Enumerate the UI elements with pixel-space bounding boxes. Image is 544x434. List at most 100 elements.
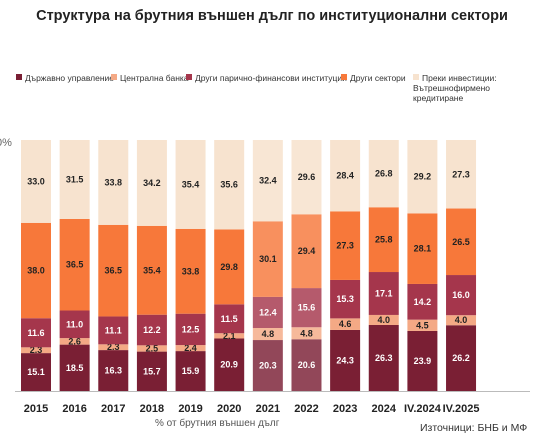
- data-label-3-2021: 30.1: [259, 254, 277, 264]
- bar-segment-1-2017: [98, 344, 129, 351]
- bar-segment-0-2020: [214, 338, 245, 391]
- bar-segment-4-2020: [214, 140, 245, 230]
- bar-segment-4-2019: [175, 140, 206, 229]
- x-tick-label-2015: 2015: [24, 403, 48, 415]
- bar-segment-0-2015: [21, 353, 51, 391]
- data-label-0-2020: 20.9: [220, 360, 238, 370]
- bar-segment-1-2021: [252, 327, 283, 341]
- x-tick-label-2016: 2016: [62, 403, 86, 415]
- data-label-0-2015: 15.1: [27, 367, 45, 377]
- data-label-1-2022: 4.8: [300, 328, 313, 338]
- data-label-3-2022: 29.4: [298, 246, 316, 256]
- data-label-2-2015: 11.6: [27, 328, 44, 338]
- bar-segment-0-IV.2024: [407, 330, 438, 391]
- data-label-3-IV.2025: 26.5: [452, 237, 470, 247]
- x-tick-label-2020: 2020: [217, 403, 241, 415]
- x-tick-label-IV.2024: IV.2024: [404, 403, 442, 415]
- data-label-0-2019: 15.9: [182, 366, 200, 376]
- bar-segment-2-2020: [214, 304, 245, 334]
- bar-segment-0-2019: [175, 351, 206, 391]
- bar-segment-4-2018: [136, 140, 167, 226]
- data-label-0-2023: 24.3: [336, 355, 354, 365]
- x-tick-label-2018: 2018: [140, 403, 164, 415]
- data-label-0-IV.2024: 23.9: [414, 356, 432, 366]
- data-label-3-2018: 35.4: [143, 265, 161, 275]
- bar-segment-4-IV.2025: [446, 140, 477, 209]
- data-label-2-IV.2024: 14.2: [414, 297, 432, 307]
- data-label-2-2024: 17.1: [375, 288, 393, 298]
- bar-segment-4-2023: [330, 140, 361, 212]
- data-label-2-2019: 12.5: [182, 324, 200, 334]
- data-label-4-2019: 35.4: [182, 179, 200, 189]
- data-label-4-2023: 28.4: [336, 171, 354, 181]
- x-tick-label-2023: 2023: [333, 403, 357, 415]
- bar-segment-0-2022: [291, 339, 322, 391]
- data-label-2-2023: 15.3: [336, 294, 354, 304]
- data-label-2-2018: 12.2: [143, 325, 161, 335]
- data-label-2-2016: 11.0: [66, 319, 83, 329]
- data-label-4-2024: 26.8: [375, 169, 393, 179]
- bar-segment-1-IV.2025: [446, 315, 477, 326]
- data-label-4-2020: 35.6: [220, 180, 238, 190]
- data-label-3-2019: 33.8: [182, 266, 200, 276]
- data-label-3-2016: 36.5: [66, 260, 84, 270]
- bar-segment-3-IV.2025: [446, 208, 477, 276]
- data-label-1-IV.2025: 4.0: [455, 315, 468, 325]
- bar-segment-3-2023: [330, 211, 361, 280]
- legend-item-other-sectors: Други сектори: [341, 73, 406, 83]
- data-label-4-IV.2025: 27.3: [452, 169, 470, 179]
- data-label-2-IV.2025: 16.0: [452, 290, 470, 300]
- data-label-0-2016: 18.5: [66, 363, 84, 373]
- data-label-4-2021: 32.4: [259, 176, 277, 186]
- data-label-1-2020: 2.1: [223, 331, 236, 341]
- bar-segment-1-2016: [59, 338, 90, 345]
- bar-segment-0-IV.2025: [446, 325, 477, 391]
- bar-segment-2-2018: [136, 314, 167, 346]
- bar-segment-2-2019: [175, 313, 206, 346]
- bar-segment-2-2023: [330, 279, 361, 319]
- data-label-4-2022: 29.6: [298, 172, 316, 182]
- bar-segment-4-2015: [21, 140, 51, 223]
- x-tick-label-2021: 2021: [256, 403, 280, 415]
- bar-segment-3-2018: [136, 225, 167, 315]
- bar-segment-2-IV.2024: [407, 283, 438, 320]
- data-label-2-2020: 11.5: [221, 314, 238, 324]
- data-label-0-2022: 20.6: [298, 360, 316, 370]
- bar-segment-2-2015: [21, 318, 51, 348]
- bar-segment-2-2017: [98, 316, 129, 345]
- bar-segment-4-2021: [252, 140, 283, 222]
- bar-segment-0-2016: [59, 344, 90, 391]
- bar-segment-4-2017: [98, 140, 129, 225]
- legend-item-gov: Държавно управление: [16, 73, 114, 83]
- bar-segment-3-2022: [291, 214, 322, 289]
- data-label-2-2017: 11.1: [105, 325, 122, 335]
- data-label-0-2018: 15.7: [143, 366, 161, 376]
- bar-segment-3-2024: [368, 207, 399, 273]
- data-label-4-IV.2024: 29.2: [414, 172, 432, 182]
- data-label-2-2022: 15.6: [298, 303, 316, 313]
- bar-segment-1-2019: [175, 345, 206, 352]
- bar-segment-1-IV.2024: [407, 319, 438, 331]
- data-label-1-2017: 2.3: [107, 342, 120, 352]
- legend-item-central-bank: Централна банка: [111, 73, 189, 83]
- data-label-2-2021: 12.4: [259, 307, 277, 317]
- data-label-0-2024: 26.3: [375, 353, 393, 363]
- bar-segment-1-2023: [330, 318, 361, 330]
- data-label-1-2015: 2.3: [30, 345, 43, 355]
- data-label-3-IV.2024: 28.1: [414, 244, 432, 254]
- bar-segment-1-2018: [136, 345, 167, 352]
- bar-segment-1-2020: [214, 333, 245, 339]
- data-label-1-2021: 4.8: [262, 329, 275, 339]
- data-label-1-2016: 2.6: [68, 336, 81, 346]
- bar-segment-3-2020: [214, 229, 245, 305]
- data-label-4-2018: 34.2: [143, 178, 161, 188]
- bar-segment-0-2024: [368, 324, 399, 391]
- bar-segment-4-2016: [59, 140, 90, 219]
- bar-segment-2-IV.2025: [446, 275, 477, 316]
- bar-segment-2-2021: [252, 296, 283, 328]
- bar-segment-1-2024: [368, 314, 399, 325]
- x-tick-label-2019: 2019: [178, 403, 202, 415]
- bar-segment-1-2022: [291, 327, 322, 340]
- data-label-3-2024: 25.8: [375, 235, 393, 245]
